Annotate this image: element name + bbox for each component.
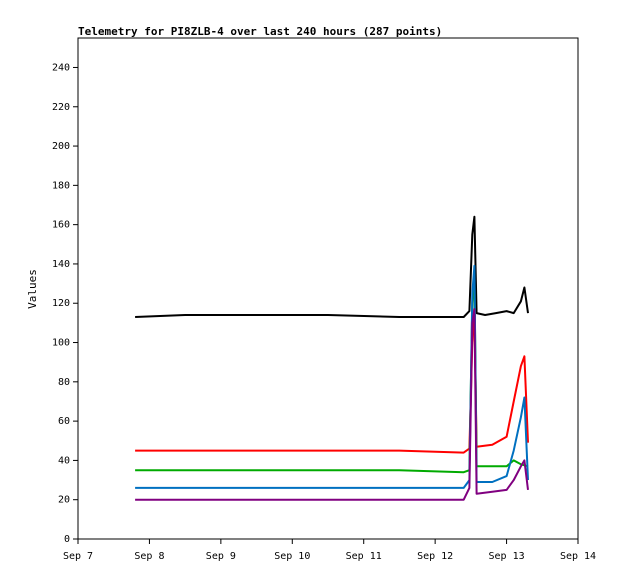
y-tick-label: 20: [58, 495, 70, 506]
y-tick-label: 120: [52, 298, 70, 309]
x-axis: Sep 7 Sep 8 Sep 9 Sep 10 Sep 11 Sep 12 Sep 13 S…: [63, 539, 596, 562]
y-tick-label: 60: [58, 416, 70, 427]
y-tick-label: 80: [58, 377, 70, 388]
series-line-2: [135, 308, 529, 454]
series-line-4: [135, 264, 529, 489]
x-tick-label: Sep 14: [560, 551, 596, 562]
x-tick-label: Sep 13: [489, 551, 525, 562]
y-axis-label: Values: [26, 269, 39, 309]
y-tick-label: 220: [52, 102, 70, 113]
x-tick-label: Sep 12: [417, 551, 453, 562]
x-tick-label: Sep 11: [346, 551, 382, 562]
x-tick-label: Sep 8: [134, 551, 164, 562]
series-line-1: [135, 215, 529, 318]
series-group: [135, 215, 529, 501]
plot-frame: [77, 37, 579, 540]
y-tick-label: 240: [52, 62, 70, 73]
y-tick-label: 200: [52, 141, 70, 152]
y-tick-label: 100: [52, 338, 70, 349]
x-tick-label: Sep 9: [206, 551, 236, 562]
x-tick-label: Sep 10: [274, 551, 310, 562]
y-tick-label: 160: [52, 220, 70, 231]
y-tick-label: 140: [52, 259, 70, 270]
y-tick-label: 40: [58, 455, 70, 466]
y-tick-label: 0: [64, 534, 70, 545]
series-line-5: [135, 308, 529, 501]
y-tick-label: 180: [52, 180, 70, 191]
chart-title: Telemetry for PI8ZLB-4 over last 240 hou…: [78, 25, 442, 38]
y-axis: 0 20 40 60 80 100 120 140 160 180 200 220 240: [52, 62, 78, 545]
x-tick-label: Sep 7: [63, 551, 93, 562]
